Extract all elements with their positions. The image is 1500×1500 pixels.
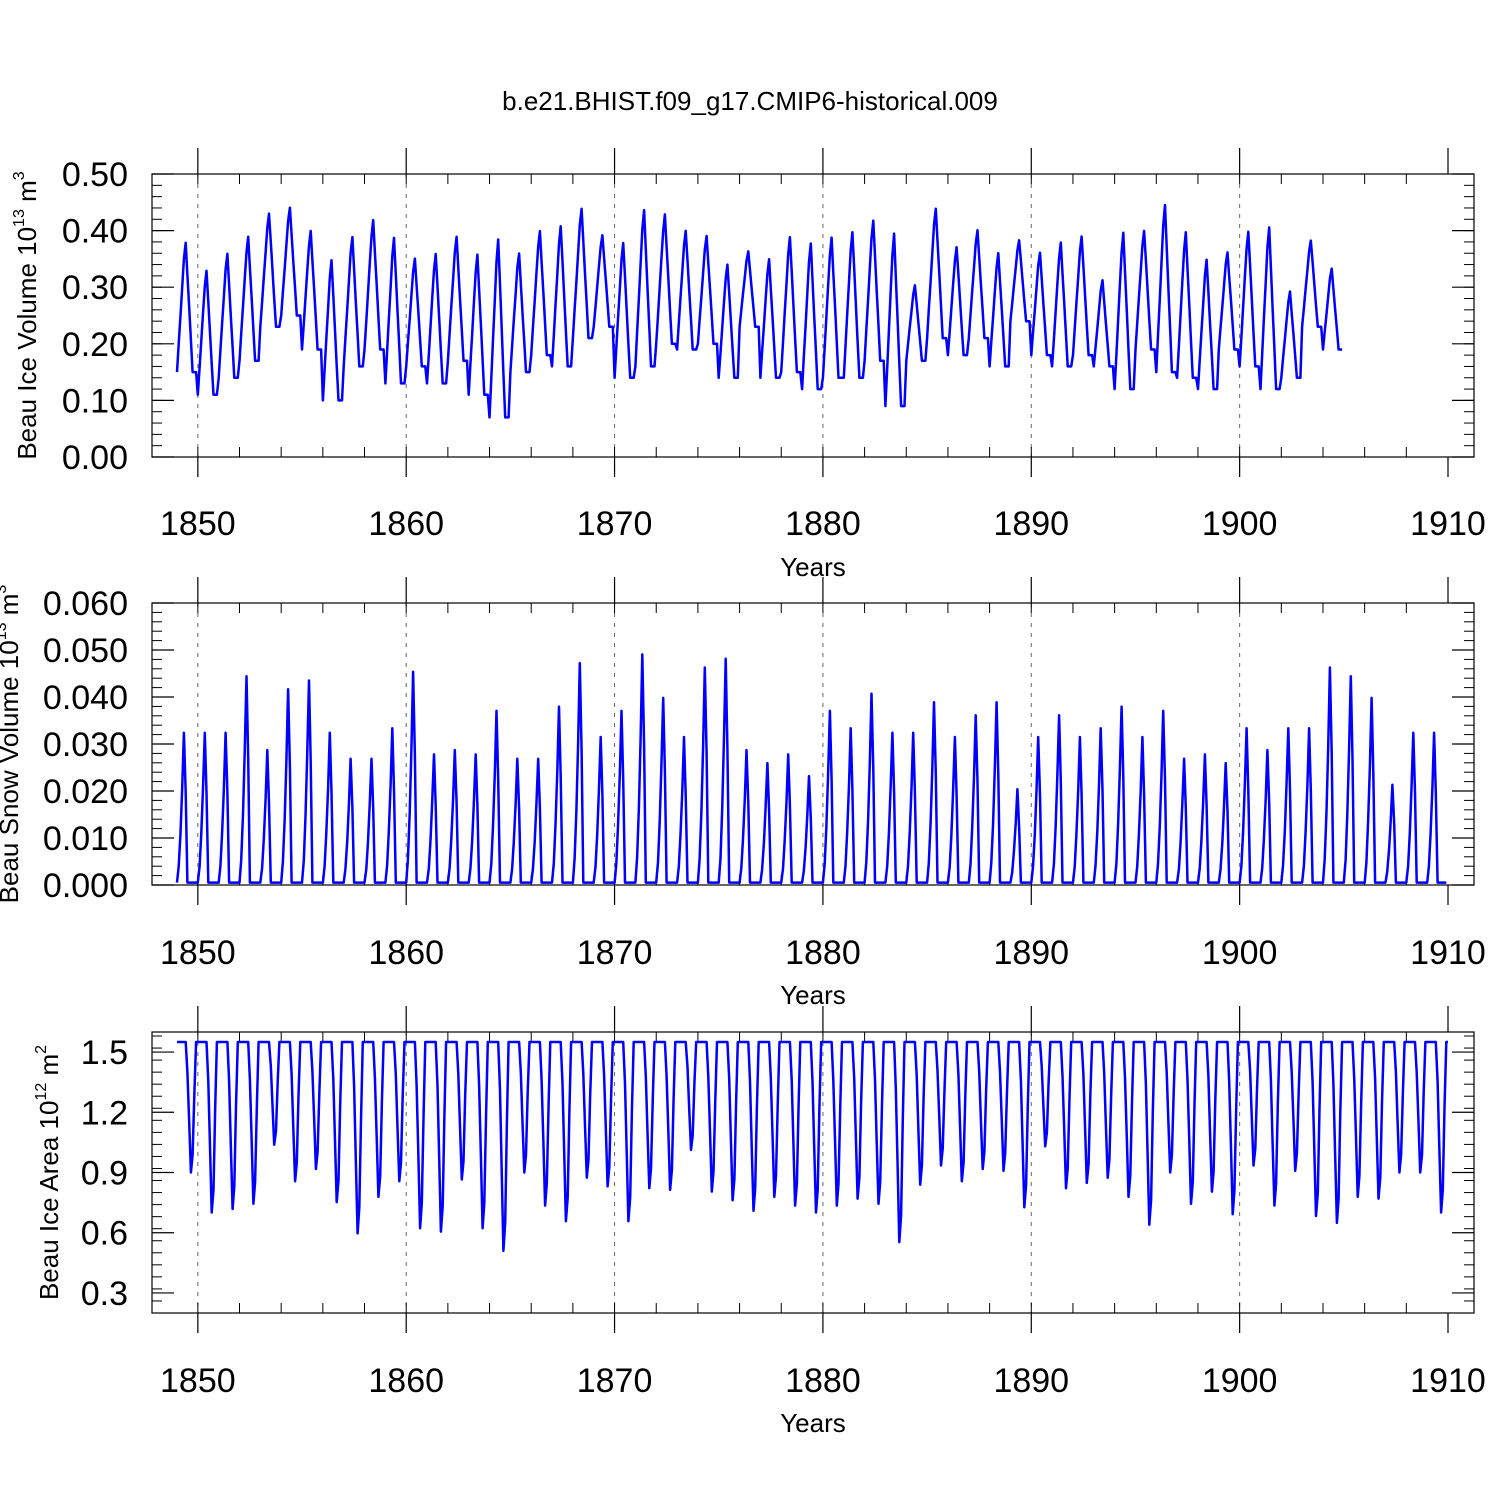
x-tick-label: 1860 <box>368 1362 444 1400</box>
y-axis-title-prefix: 10 <box>0 640 24 669</box>
x-tick-label: 1880 <box>785 934 861 972</box>
x-tick-label: 1900 <box>1202 505 1278 543</box>
y-tick-label: 1.2 <box>81 1094 128 1132</box>
chart-title: b.e21.BHIST.f09_g17.CMIP6-historical.009 <box>502 86 998 116</box>
series-line <box>177 1040 1448 1253</box>
y-axis-title-name: Beau Ice Area <box>34 1129 64 1300</box>
y-axis-title-unit: m <box>34 1054 64 1083</box>
y-axis-title-prefix: 10 <box>12 227 42 256</box>
x-tick-label: 1870 <box>577 1362 653 1400</box>
y-tick-label: 0.40 <box>62 213 128 251</box>
x-tick-label: 1860 <box>368 505 444 543</box>
x-tick-label: 1900 <box>1202 934 1278 972</box>
y-axis-title-unit-exp: 3 <box>11 171 28 180</box>
y-axis-title-unit: m <box>0 594 24 623</box>
y-axis-title-exp: 13 <box>0 622 10 640</box>
x-tick-label: 1870 <box>577 505 653 543</box>
x-axis-title: Years <box>780 552 846 582</box>
panel-1: 0.00 0.10 0.20 0.30 0.40 0.50 1850 1860 1870 1880… <box>11 148 1486 582</box>
y-axis-title-unit-exp: 2 <box>33 1045 50 1054</box>
y-tick-label: 0.050 <box>43 632 128 670</box>
x-tick-label: 1890 <box>993 934 1069 972</box>
x-tick-label: 1910 <box>1410 1362 1486 1400</box>
x-tick-label: 1850 <box>160 505 236 543</box>
chart-panels: 0.00 0.10 0.20 0.30 0.40 0.50 1850 1860 1870 1880… <box>0 148 1486 1438</box>
y-axis-title: Beau Snow Volume 1013 m3 <box>0 585 24 904</box>
x-tick-label: 1880 <box>785 505 861 543</box>
y-axis-title: Beau Ice Area 1012 m2 <box>33 1045 64 1300</box>
y-tick-label: 0.9 <box>81 1155 128 1193</box>
y-axis-title-exp: 12 <box>33 1083 50 1101</box>
y-tick-label: 0.010 <box>43 820 128 858</box>
x-tick-label: 1880 <box>785 1362 861 1400</box>
y-tick-label: 0.6 <box>81 1215 128 1253</box>
y-axis-title-name: Beau Snow Volume <box>0 669 24 903</box>
y-tick-label: 0.000 <box>43 867 128 905</box>
x-tick-label: 1860 <box>368 934 444 972</box>
x-tick-label: 1910 <box>1410 934 1486 972</box>
series-line <box>175 653 1447 884</box>
y-tick-label: 0.10 <box>62 382 128 420</box>
x-tick-label: 1900 <box>1202 1362 1278 1400</box>
x-axis-title: Years <box>780 980 846 1010</box>
series-line <box>175 203 1343 419</box>
panel-3: 0.3 0.6 0.9 1.2 1.5 1850 1860 1870 1880 1890 1900 1… <box>33 1006 1486 1438</box>
x-axis-title: Years <box>780 1408 846 1438</box>
x-tick-label: 1850 <box>160 1362 236 1400</box>
y-axis-title-unit: m <box>12 180 42 209</box>
x-tick-label: 1890 <box>993 505 1069 543</box>
y-tick-label: 0.00 <box>62 439 128 477</box>
panel-2: 0.000 0.010 0.020 0.030 0.040 0.050 0.060 1850 1… <box>0 577 1486 1010</box>
y-axis-title-exp: 13 <box>11 209 28 227</box>
y-tick-label: 0.060 <box>43 585 128 623</box>
y-tick-label: 0.3 <box>81 1275 128 1313</box>
y-axis-title-prefix: 10 <box>34 1101 64 1130</box>
y-axis-title: Beau Ice Volume 1013 m3 <box>11 171 42 459</box>
plot-frame <box>151 173 1475 458</box>
y-axis-title-unit-exp: 3 <box>0 585 10 594</box>
y-tick-label: 0.030 <box>43 726 128 764</box>
y-axis-title-name: Beau Ice Volume <box>12 256 42 460</box>
y-tick-label: 0.30 <box>62 269 128 307</box>
x-tick-label: 1850 <box>160 934 236 972</box>
x-tick-label: 1870 <box>577 934 653 972</box>
plot-frame <box>151 602 1475 886</box>
x-tick-label: 1910 <box>1410 505 1486 543</box>
y-tick-label: 1.5 <box>81 1034 128 1072</box>
x-tick-label: 1890 <box>993 1362 1069 1400</box>
y-tick-label: 0.040 <box>43 679 128 717</box>
y-tick-label: 0.50 <box>62 156 128 194</box>
y-tick-label: 0.020 <box>43 773 128 811</box>
y-tick-label: 0.20 <box>62 326 128 364</box>
